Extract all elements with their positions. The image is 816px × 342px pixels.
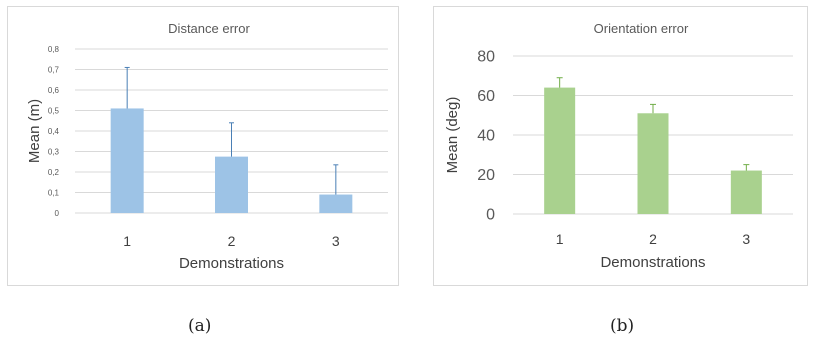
bar-3 <box>730 170 762 214</box>
y-tick-label: 0 <box>486 207 495 224</box>
bar-1 <box>544 87 576 214</box>
chart-panel-distance: Distance error 0 0,1 0,2 0,3 0,4 0,5 0,6 0,7 0,8 1… <box>7 6 399 286</box>
caption-a: (a) <box>188 316 212 336</box>
chart-title: Orientation error <box>594 21 689 36</box>
x-tick-label-3: 3 <box>742 231 750 247</box>
x-tick-label-2: 2 <box>649 231 657 247</box>
chart-border <box>433 6 808 286</box>
caption-b: (b) <box>610 316 635 336</box>
x-tick-label-1: 1 <box>123 233 131 249</box>
y-axis-label: Mean (deg) <box>444 97 461 174</box>
y-tick-label: 0,1 <box>48 188 60 197</box>
bar-2 <box>215 156 248 213</box>
y-axis-label: Mean (m) <box>26 99 43 163</box>
x-tick-label-3: 3 <box>332 233 340 249</box>
y-tick-label: 0,3 <box>48 147 60 156</box>
y-tick-label: 60 <box>477 88 495 105</box>
bar-2 <box>637 113 669 214</box>
x-axis-label: Demonstrations <box>600 254 705 271</box>
bar-1 <box>110 108 144 213</box>
distance-error-chart: Distance error 0 0,1 0,2 0,3 0,4 0,5 0,6 0,7 0,8 1… <box>7 6 399 286</box>
x-tick-label-2: 2 <box>228 233 236 249</box>
x-tick-label-1: 1 <box>556 231 564 247</box>
y-tick-label: 20 <box>477 167 495 184</box>
y-tick-label: 0,2 <box>48 168 60 177</box>
chart-border <box>7 6 399 286</box>
y-tick-label: 0,4 <box>48 127 60 136</box>
bar-3 <box>319 194 353 213</box>
chart-title: Distance error <box>168 21 250 36</box>
orientation-error-chart: Orientation error 0 20 40 60 80 1 2 3 Demonstrati… <box>433 6 808 286</box>
y-tick-label: 0,5 <box>48 106 60 115</box>
y-tick-label: 0,7 <box>48 65 60 74</box>
y-tick-label: 0,6 <box>48 86 60 95</box>
chart-panel-orientation: Orientation error 0 20 40 60 80 1 2 3 Demonstrati… <box>433 6 808 286</box>
y-tick-label: 0,8 <box>48 45 60 54</box>
y-tick-label: 0 <box>55 209 60 218</box>
x-axis-label: Demonstrations <box>179 255 284 272</box>
y-tick-label: 40 <box>477 128 495 145</box>
y-tick-label: 80 <box>477 49 495 66</box>
